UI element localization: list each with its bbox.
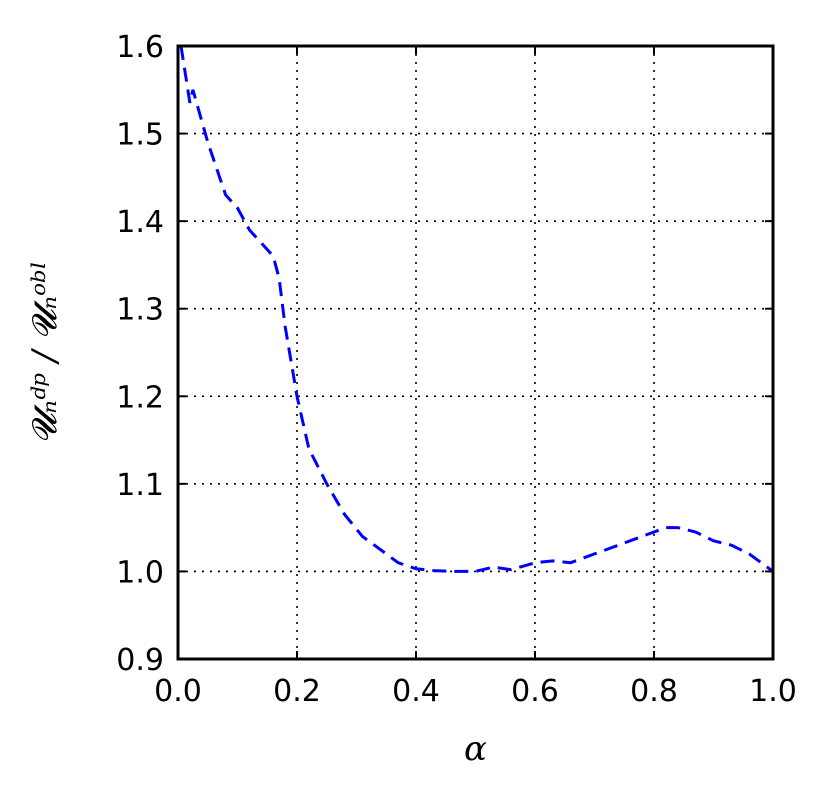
- y-tick-label: 1.5: [116, 118, 164, 153]
- x-tick-label: 0.8: [630, 674, 678, 709]
- y-tick-label: 1.2: [116, 380, 164, 415]
- y-tick-label: 1.3: [116, 293, 164, 328]
- y-axis-label: 𝓤ₙᵈᵖ / 𝓤ₙᵒᵇˡ: [25, 261, 65, 444]
- x-tick-label: 0.2: [273, 674, 321, 709]
- y-tick-label: 1.0: [116, 555, 164, 590]
- y-tick-label: 1.4: [116, 205, 164, 240]
- plot-frame: [176, 44, 775, 661]
- x-tick-label: 1.0: [749, 674, 797, 709]
- series-layer: [179, 45, 774, 573]
- x-axis-label: α: [464, 729, 487, 769]
- tick-layer: 0.0 0.2 0.4 0.6 0.8 1.0 0.9 1.0 1.1 1.2 1.3 1.4 1.5 1…: [116, 30, 797, 709]
- series-line: [179, 45, 774, 573]
- y-tick-label: 0.9: [116, 643, 164, 678]
- grid-layer: [178, 46, 773, 659]
- x-tick-label: 0.4: [392, 674, 440, 709]
- x-tick-label: 0.6: [511, 674, 559, 709]
- y-tick-label: 1.6: [116, 30, 164, 65]
- x-tick-label: 0.0: [154, 674, 202, 709]
- y-tick-label: 1.1: [116, 468, 164, 503]
